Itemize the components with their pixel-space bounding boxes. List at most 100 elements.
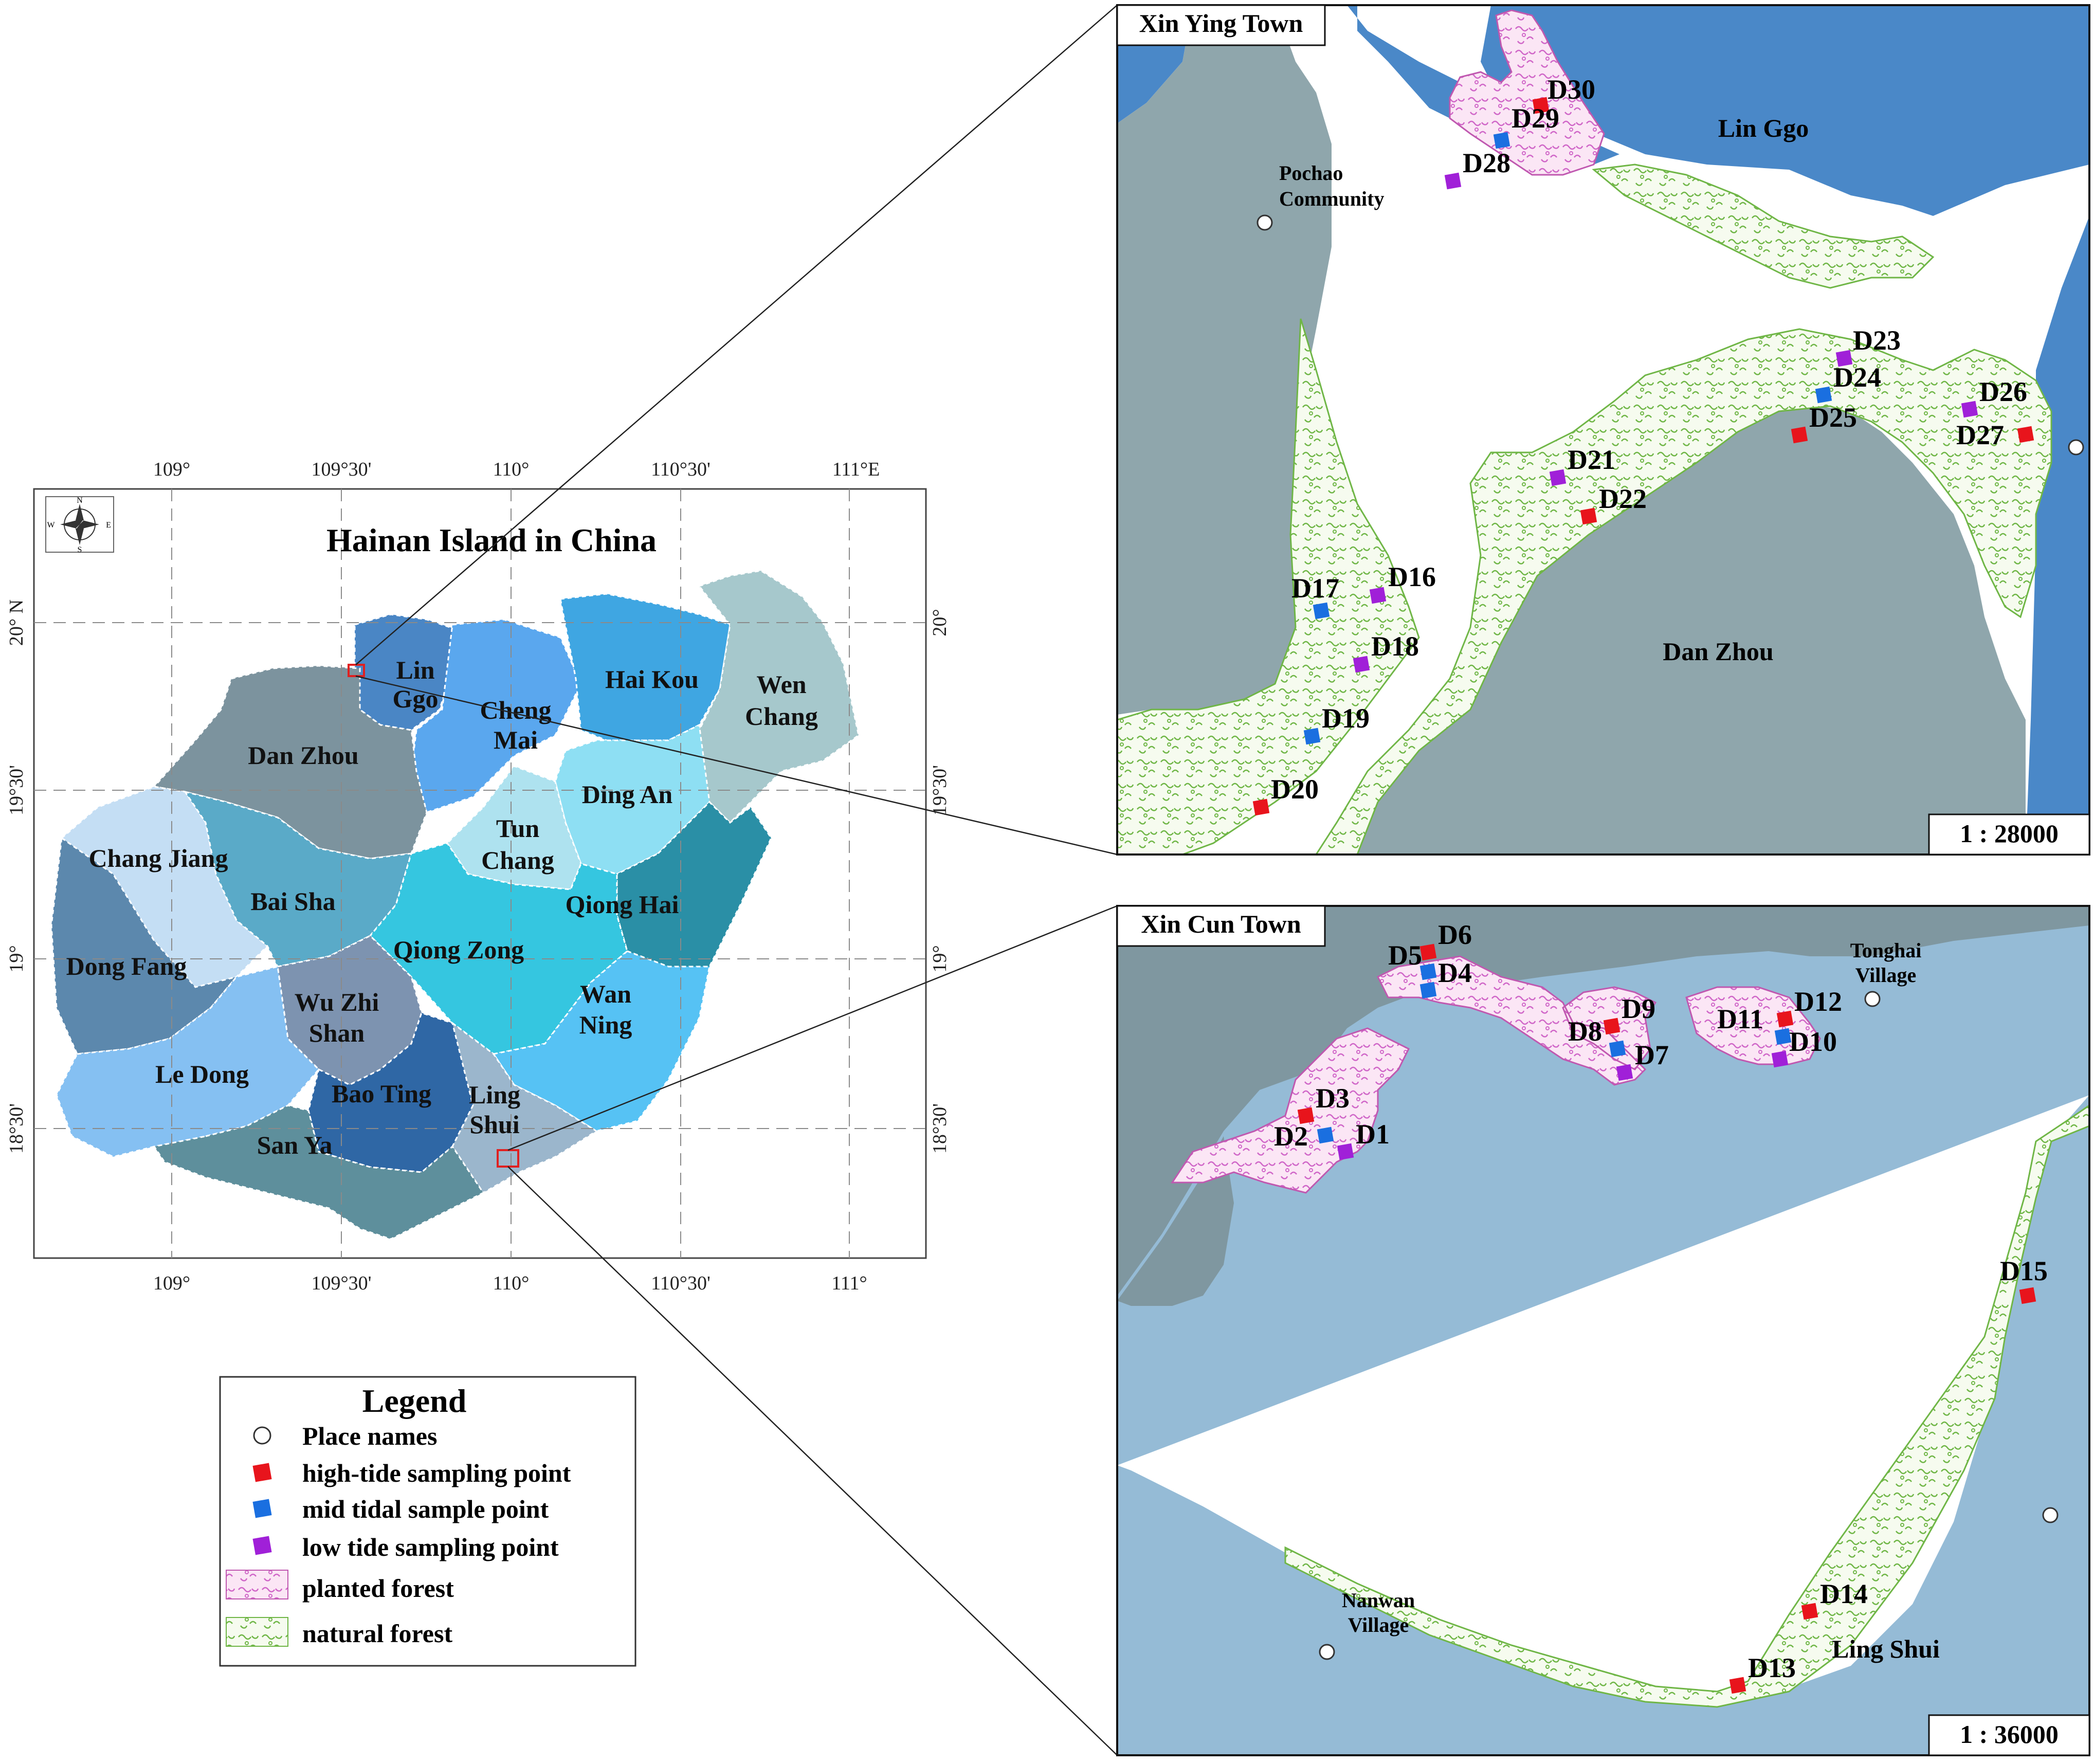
region-label-wan-ning: Wan Ning (579, 979, 632, 1039)
region-hai-kou (559, 593, 731, 741)
tick-left-3: 19° (6, 945, 27, 972)
region-label-bai-sha: Bai Sha (250, 887, 335, 916)
sample-label-d27: D27 (1956, 420, 2004, 450)
region-label-le-dong: Le Dong (155, 1060, 249, 1088)
region-wan-ning (492, 950, 711, 1132)
region-label-wu-zhi-shan: Wu Zhi Shan (295, 988, 379, 1047)
sample-label-d14: D14 (1820, 1578, 1868, 1609)
region-qiong-zong (369, 842, 628, 1055)
legend-symbol-low (252, 1536, 272, 1555)
region-cheng-mai (410, 619, 582, 813)
sample-label-d15: D15 (2000, 1256, 2048, 1286)
region-label-dan-zhou: Dan Zhou (248, 741, 358, 770)
compass-s: S (78, 545, 82, 554)
region-le-dong (56, 966, 320, 1158)
sample-label-d10: D10 (1789, 1026, 1837, 1057)
place-nanwan (1319, 1644, 1335, 1660)
sample-point-d5 (1419, 963, 1437, 980)
legend-label-high: high-tide sampling point (302, 1459, 571, 1487)
region-qiong-hai (616, 801, 772, 968)
area-label-lin-ggo: Lin Ggo (1718, 114, 1809, 142)
sample-label-d18: D18 (1371, 631, 1419, 662)
connector-lines (355, 5, 1118, 1756)
sample-point-d29 (1493, 132, 1510, 149)
region-label-qiong-zong: Qiong Zong (393, 935, 524, 964)
sample-label-d17: D17 (1291, 573, 1339, 604)
compass-e: E (106, 521, 111, 530)
legend-symbol-place (253, 1426, 271, 1445)
sample-point-d25 (1791, 426, 1808, 444)
tick-left-1: 20° N (6, 599, 27, 646)
sample-label-d30: D30 (1547, 74, 1595, 105)
region-label-bao-ting: Bao Ting (332, 1079, 431, 1108)
sample-point-d26 (1961, 401, 1978, 418)
sample-label-d12: D12 (1794, 986, 1842, 1017)
sample-label-d4: D4 (1438, 957, 1472, 988)
sample-point-d27 (2017, 426, 2034, 443)
sample-point-d1 (1337, 1143, 1354, 1160)
sample-point-d28 (1444, 172, 1462, 190)
top-ticks: 109° 109°30' 110° 110°30' 111°E (153, 459, 880, 480)
tick-right-2: 19°30' (929, 765, 951, 815)
region-wen-chang (683, 570, 860, 824)
sample-point-d15 (2019, 1287, 2036, 1304)
inset-xin-ying-frame (1116, 4, 2090, 856)
legend-symbol-natural (226, 1617, 288, 1647)
sample-point-d24 (1815, 386, 1832, 404)
legend-label-planted: planted forest (302, 1574, 454, 1603)
inset-xin-cun-scale: 1 : 36000 (1960, 1720, 2059, 1749)
compass-w: W (47, 521, 55, 530)
sample-point-d11 (1774, 1028, 1792, 1045)
inset-xin-cun-title: Xin Cun Town (1141, 910, 1301, 938)
sample-point-d30 (1532, 97, 1550, 114)
tick-right-3: 19° (929, 945, 951, 972)
sample-label-d20: D20 (1271, 774, 1319, 805)
inset-xin-cun-frame (1116, 905, 2090, 1756)
sample-label-d29: D29 (1512, 103, 1559, 134)
legend-box (219, 1376, 636, 1667)
sample-label-d19: D19 (1322, 703, 1370, 734)
right-ticks: 20° 19°30' 19° 18°30' (929, 609, 951, 1154)
tick-left-2: 19°30' (6, 765, 27, 815)
sample-point-d19 (1303, 728, 1321, 745)
sample-label-d26: D26 (1979, 376, 2027, 407)
place-pochao (1257, 214, 1273, 231)
tick-left-4: 18°30' (6, 1103, 27, 1154)
region-label-ding-an: Ding An (582, 780, 673, 809)
sample-point-d9 (1603, 1017, 1620, 1035)
tick-top-2: 109°30' (311, 459, 371, 480)
region-label-qiong-hai: Qiong Hai (566, 890, 679, 919)
legend-label-place: Place names (302, 1422, 437, 1450)
main-map-title: Hainan Island in China (326, 522, 657, 558)
graticule (34, 489, 926, 1258)
compass-icon: N S E W (45, 496, 114, 554)
sample-point-d22 (1580, 507, 1597, 525)
tick-right-4: 18°30' (929, 1103, 951, 1154)
legend-label-low: low tide sampling point (302, 1533, 559, 1561)
tick-right-1: 20° (929, 609, 951, 636)
sample-point-d3 (1297, 1107, 1315, 1124)
sample-label-d7: D7 (1635, 1040, 1669, 1070)
sample-label-d1: D1 (1356, 1119, 1390, 1150)
sample-point-d4 (1419, 981, 1437, 999)
sample-point-d16 (1369, 587, 1387, 604)
sample-label-d3: D3 (1316, 1083, 1350, 1114)
region-label-tun-chang: Tun Chang (481, 814, 554, 875)
inset-xin-ying-scale: 1 : 28000 (1960, 819, 2059, 848)
sample-point-d7 (1616, 1064, 1633, 1081)
sample-point-d13 (1729, 1677, 1746, 1694)
sample-label-d5: D5 (1388, 940, 1422, 971)
inset-xin-ying: Xin Ying Town 1 : 28000 Lin Ggo Dan Zhou… (1116, 4, 2090, 856)
region-label-lin-ggo: Lin Ggo (393, 656, 439, 713)
region-san-ya (153, 1104, 485, 1240)
tick-bottom-5: 111° (831, 1272, 867, 1294)
inset-xin-cun: Xin Cun Town 1 : 36000 Ling Shui Tonghai… (1116, 905, 2090, 1756)
legend-symbol-mid (252, 1499, 272, 1518)
tick-top-5: 111°E (832, 459, 880, 480)
place-label-tonghai: Tonghai Village (1850, 939, 1922, 987)
place-label-nanwan: Nanwan Village (1342, 1589, 1415, 1636)
tick-bottom-2: 109°30' (311, 1272, 371, 1294)
sample-label-d11: D11 (1717, 1004, 1763, 1034)
sample-label-d21: D21 (1568, 444, 1615, 475)
